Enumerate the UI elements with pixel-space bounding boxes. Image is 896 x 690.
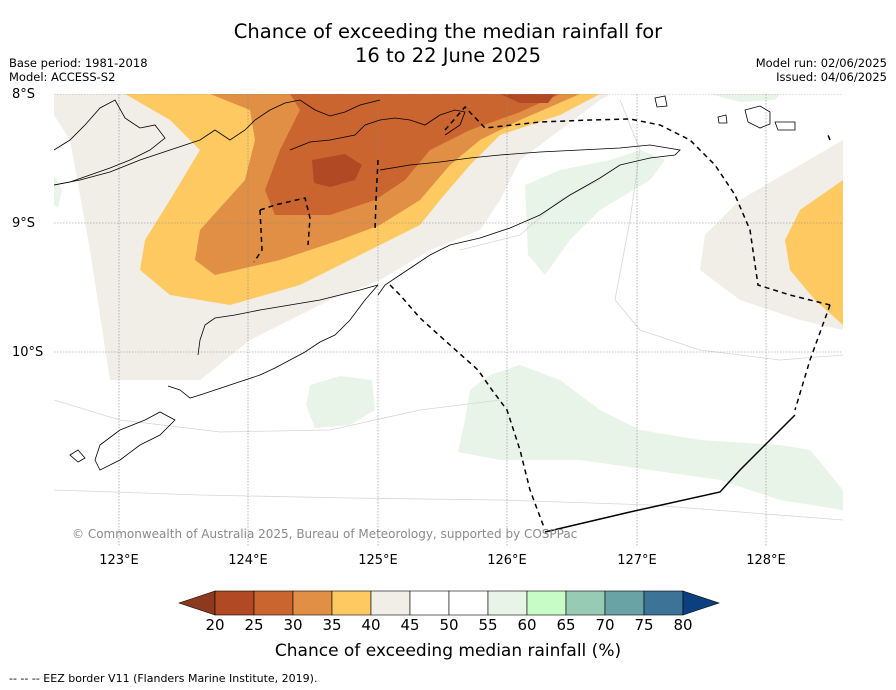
lon-label-123e: 123°E (99, 553, 139, 568)
lon-label-124e: 124°E (228, 553, 268, 568)
colorbar-box-45-50 (409, 590, 450, 616)
cb-tick-20: 20 (205, 616, 225, 634)
band-20-25 (312, 154, 362, 187)
lon-label-125e: 125°E (358, 553, 398, 568)
cb-tick-80: 80 (673, 616, 693, 634)
band-25-30 (265, 94, 560, 215)
rainfall-map (54, 94, 843, 546)
copyright-text: © Commonwealth of Australia 2025, Bureau… (72, 527, 578, 541)
islet-1 (654, 95, 668, 108)
issued-text: Issued: 04/06/2025 (776, 70, 887, 84)
colorbar-box-70-75 (604, 590, 645, 616)
lat-label-10s: 10°S (12, 345, 44, 360)
cb-tick-25: 25 (244, 616, 264, 634)
colorbar-box-55-60 (487, 590, 528, 616)
map-title: Chance of exceeding the median rainfall … (0, 20, 896, 68)
coastlines (54, 95, 796, 471)
wetar-coast (377, 144, 681, 296)
islet-2 (744, 105, 771, 129)
lat-label-8s: 8°S (12, 87, 36, 102)
lat-label-9s: 9°S (12, 216, 36, 231)
cb-tick-50: 50 (439, 616, 459, 634)
colorbar-box-20-25 (214, 590, 255, 616)
model-text: Model: ACCESS-S2 (9, 70, 116, 84)
cb-tick-35: 35 (322, 616, 342, 634)
band-55-60-a (525, 150, 665, 275)
timor-north (167, 284, 379, 399)
colorbar-box-60-65 (526, 590, 567, 616)
cb-tick-30: 30 (283, 616, 303, 634)
eez-border-note: -- -- -- EEZ border V11 (Flanders Marine… (9, 672, 318, 685)
islet-4 (717, 114, 728, 124)
title-line-1: Chance of exceeding the median rainfall … (233, 20, 663, 43)
rote-coast (69, 449, 86, 463)
colorbar-box-50-55 (448, 590, 489, 616)
islet-3 (774, 121, 796, 131)
title-line-2: 16 to 22 June 2025 (354, 44, 542, 67)
eez-south-edge (544, 414, 796, 533)
band-20-25-north (500, 94, 555, 103)
colorbar-box-25-30 (253, 590, 294, 616)
flores-south (54, 99, 381, 186)
map-canvas (54, 94, 843, 546)
colorbar-over-arrow (682, 590, 720, 616)
band-55-60-c (306, 376, 375, 428)
cb-tick-45: 45 (400, 616, 420, 634)
colorbar-box-75-80 (643, 590, 684, 616)
colorbar-box-30-35 (292, 590, 333, 616)
cb-tick-60: 60 (517, 616, 537, 634)
colorbar-box-65-70 (565, 590, 606, 616)
band-35-40-east (785, 180, 843, 325)
cb-tick-70: 70 (595, 616, 615, 634)
model-run-text: Model run: 02/06/2025 (755, 56, 887, 70)
colorbar-box-35-40 (331, 590, 372, 616)
cb-tick-40: 40 (361, 616, 381, 634)
colorbar-box-40-45 (370, 590, 411, 616)
flores-coast (54, 99, 166, 186)
timor-west (197, 284, 379, 356)
cb-tick-75: 75 (634, 616, 654, 634)
lon-label-127e: 127°E (617, 553, 657, 568)
eez-border (253, 105, 831, 531)
lon-label-126e: 126°E (487, 553, 527, 568)
sumba-coast (94, 411, 176, 471)
cb-tick-55: 55 (478, 616, 498, 634)
band-55-60-b (458, 365, 843, 510)
colorbar-label: Chance of exceeding median rainfall (%) (274, 641, 622, 661)
colorbar-under-arrow (178, 590, 216, 616)
cb-tick-65: 65 (556, 616, 576, 634)
band-55-60-e (54, 175, 62, 208)
colorbar (178, 590, 720, 616)
alor-coast (289, 109, 466, 151)
contour-lines (54, 99, 843, 521)
lon-label-128e: 128°E (746, 553, 786, 568)
band-55-60-d (710, 94, 780, 102)
base-period-text: Base period: 1981-2018 (9, 56, 148, 70)
